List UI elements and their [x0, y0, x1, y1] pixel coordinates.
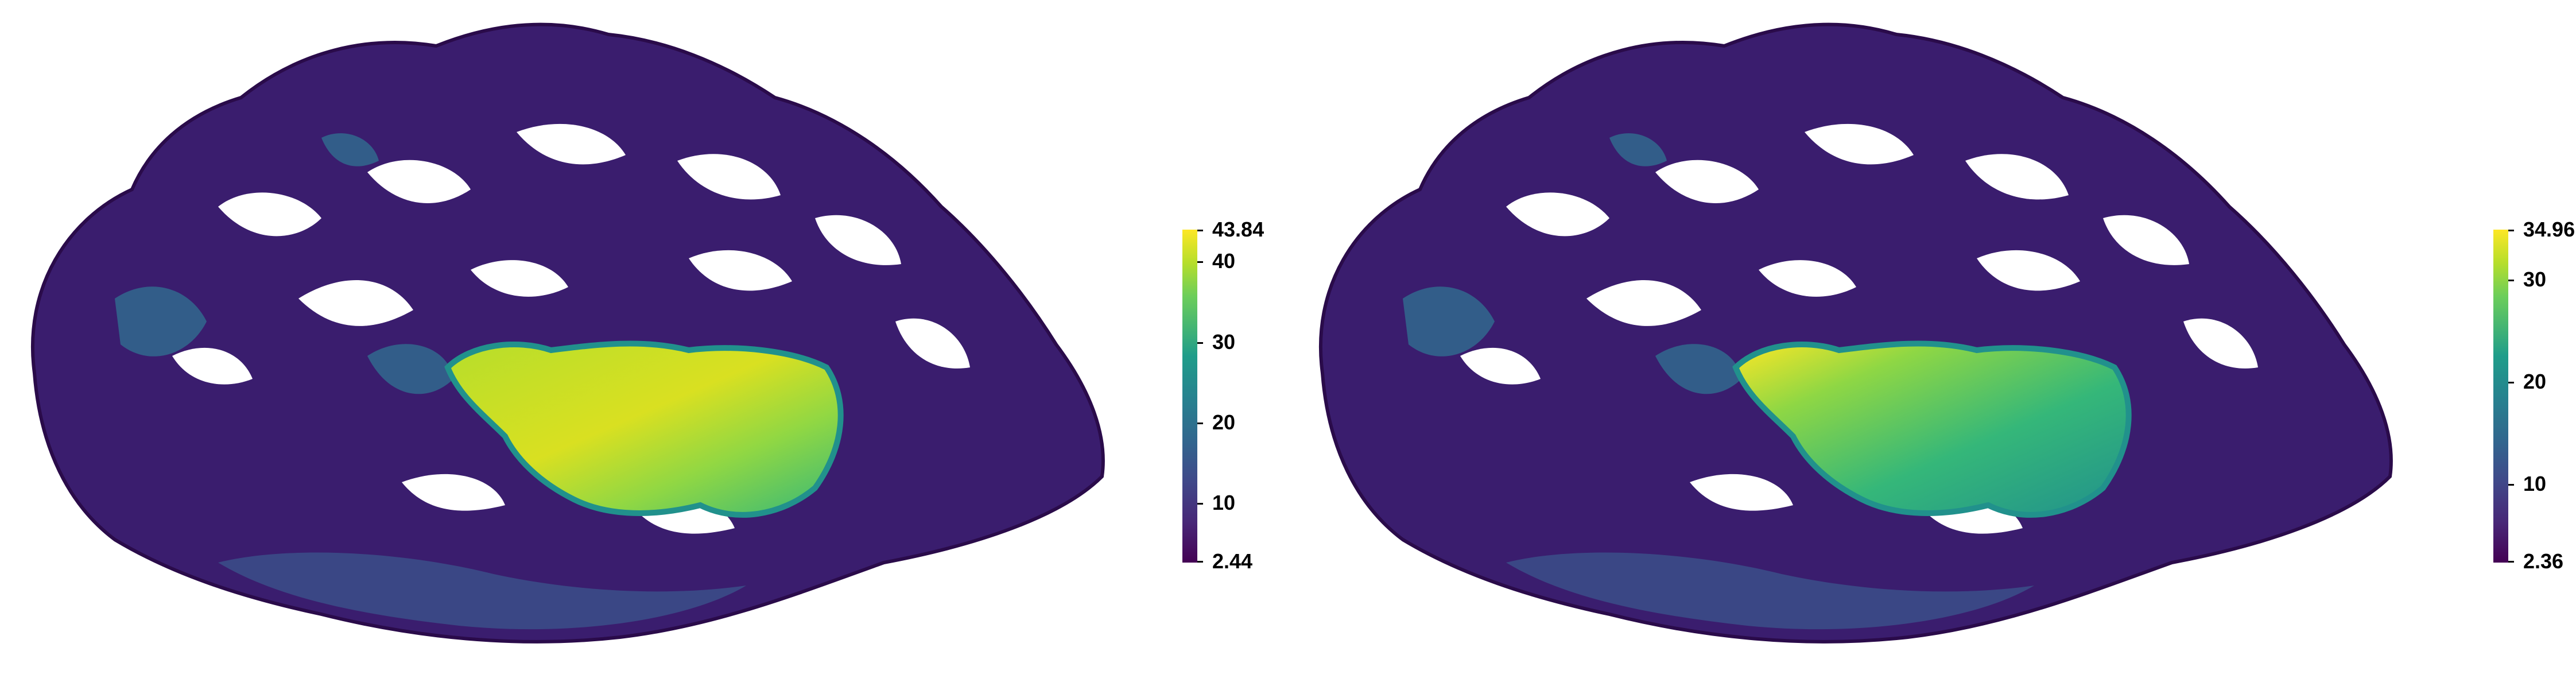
colorbar-max-label: 34.96	[2523, 218, 2575, 241]
cortical-folds	[30, 22, 1105, 644]
colorbar-tick-20	[2508, 382, 2514, 383]
colorbar-tick-10	[2508, 484, 2514, 486]
brain-surface-render-right	[1318, 22, 2393, 644]
sulci-gaps	[1460, 123, 2258, 534]
colorbar-tick-max	[1197, 230, 1203, 231]
lower-folds	[1506, 552, 2034, 630]
colorbar-tick-label-20: 20	[1212, 410, 1236, 434]
colorbar-min-label: 2.36	[2523, 549, 2564, 573]
colorbar-gradient	[1182, 230, 1197, 563]
colorbar-left: 43.84 40 30 20 10 2.44	[1182, 219, 1286, 572]
activation-hotspot	[1732, 340, 2132, 518]
colorbar-tick-30	[2508, 280, 2514, 281]
colorbar-max-label: 43.84	[1212, 218, 1264, 241]
colorbar-tick-label-10: 10	[1212, 491, 1236, 514]
lower-folds	[218, 552, 746, 630]
colorbar-tick-label-10: 10	[2523, 472, 2547, 495]
colorbar-right: 34.96 30 20 10 2.36	[2493, 219, 2575, 572]
colorbar-tick-max	[2508, 230, 2514, 231]
right-panel: 34.96 30 20 10 2.36	[1288, 0, 2576, 686]
colorbar-tick-label-20: 20	[2523, 370, 2547, 393]
colorbar-tick-min	[1197, 561, 1203, 563]
left-panel: 43.84 40 30 20 10 2.44	[30, 22, 1286, 644]
colorbar-min-label: 2.44	[1212, 549, 1253, 573]
colorbar-tick-10	[1197, 503, 1203, 505]
cortical-folds	[1318, 22, 2393, 644]
colorbar-tick-20	[1197, 423, 1203, 424]
colorbar-tick-min	[2508, 561, 2514, 563]
brain-surface-render-left	[30, 22, 1105, 644]
colorbar-tick-30	[1197, 342, 1203, 344]
colorbar-tick-40	[1197, 261, 1203, 263]
activation-hotspot	[444, 340, 844, 518]
colorbar-gradient	[2493, 230, 2508, 563]
colorbar-tick-label-40: 40	[1212, 249, 1236, 273]
colorbar-tick-label-30: 30	[1212, 330, 1236, 354]
sulci-gaps	[172, 123, 970, 534]
colorbar-tick-label-30: 30	[2523, 268, 2547, 291]
